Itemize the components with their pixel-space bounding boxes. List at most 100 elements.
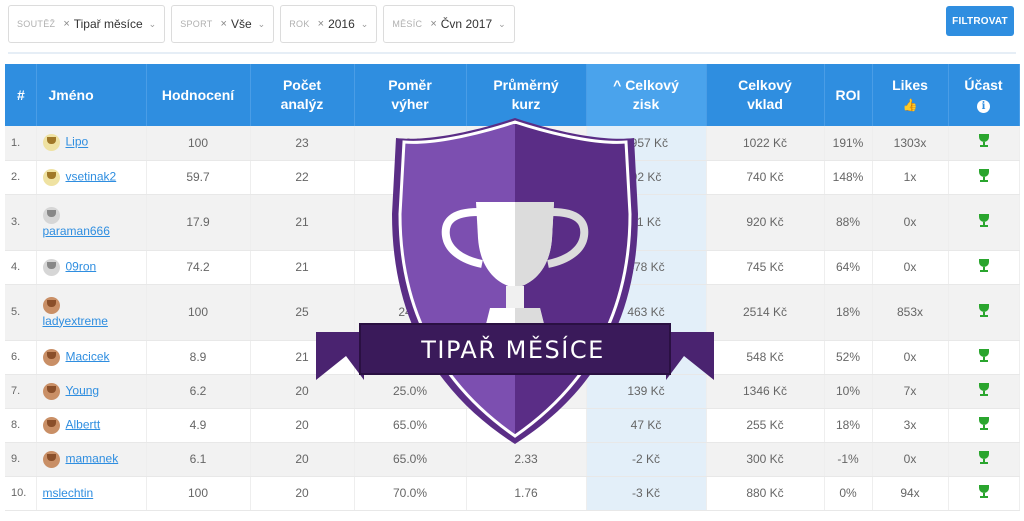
col-label: Likes [892,76,928,93]
col-participation[interactable]: Účast i [948,64,1020,126]
filter-year[interactable]: ROK × 2016 ⌄ [280,5,378,43]
trophy-icon[interactable] [977,416,991,431]
col-avg-odds[interactable]: Průměrný kurz [466,64,587,126]
trophy-icon[interactable] [977,450,991,465]
filter-button[interactable]: FILTROVAT [946,6,1014,36]
cell-deposit: 920 Kč [706,194,825,251]
cell-count: 21 [250,194,355,251]
user-link[interactable]: vsetinak2 [65,169,117,184]
cell-count: 20 [250,476,355,511]
rank-medal-icon [42,206,60,224]
info-icon[interactable]: i [977,100,990,113]
cell-participation [948,340,1020,375]
cell-ratio: 70.0% [354,476,467,511]
rank-medal-icon [42,134,60,152]
filter-value: Čvn 2017 [440,17,493,31]
cell-rating: 74.2 [146,250,251,285]
cell-rank: 4. [5,250,37,285]
cell-name: ladyextreme [36,284,147,341]
cell-count: 22 [250,160,355,195]
user-link[interactable]: Young [65,383,100,398]
cell-avg-odds: 1.76 [466,476,587,511]
user-link[interactable]: ladyextreme [42,313,108,328]
chevron-down-icon[interactable]: ⌄ [360,18,369,29]
cell-roi: 52% [824,340,873,375]
filter-value: Tipař měsíce [73,17,143,31]
col-label: Poměr [388,77,432,93]
col-roi[interactable]: ROI [824,64,873,126]
table-row: 8. Albertt 4.9 20 65.0% 47 Kč 255 Kč 18%… [5,408,1020,443]
cell-rating: 100 [146,284,251,341]
cell-likes: 0x [872,340,949,375]
col-likes[interactable]: Likes 👍 [872,64,949,126]
filter-sport[interactable]: SPORT × Vše ⌄ [171,5,275,43]
clear-icon[interactable]: × [317,18,325,30]
col-name[interactable]: Jméno [36,64,147,126]
cell-rank: 9. [5,442,37,477]
user-link[interactable]: 09ron [65,259,97,274]
rank-medal-icon [42,382,60,400]
ribbon-tail-left [316,332,364,380]
col-label: kurz [511,96,541,112]
cell-deposit: 1022 Kč [706,126,825,161]
trophy-icon[interactable] [977,382,991,397]
clear-icon[interactable]: × [63,18,70,30]
trophy-icon[interactable] [977,258,991,273]
cell-participation [948,194,1020,251]
user-link[interactable]: paraman666 [42,223,110,238]
col-deposit[interactable]: Celkový vklad [706,64,825,126]
filter-competition[interactable]: SOUTĚŽ × Tipař měsíce ⌄ [8,5,166,43]
filter-value: Vše [230,17,252,31]
cell-name: Albertt [36,408,147,443]
filter-label: SOUTĚŽ [17,19,56,29]
cell-rating: 6.1 [146,442,251,477]
cell-profit: 47 Kč [586,408,707,443]
trophy-icon[interactable] [977,134,991,148]
col-rank[interactable]: # [5,64,37,126]
filter-month[interactable]: MĚSÍC × Čvn 2017 ⌄ [383,5,515,43]
ribbon-tail-right [666,332,714,380]
cell-participation [948,374,1020,409]
rank-medal-icon [42,168,60,186]
rank-medal-icon [42,296,60,314]
clear-icon[interactable]: × [430,18,437,30]
rank-medal-icon [42,258,60,276]
col-label: analýz [280,96,324,112]
cell-likes: 7x [872,374,949,409]
cell-count: 23 [250,126,355,161]
cell-rating: 59.7 [146,160,251,195]
cell-participation [948,250,1020,285]
col-rating[interactable]: Hodnocení [146,64,251,126]
cell-likes: 0x [872,442,949,477]
user-link[interactable]: Macicek [65,349,110,364]
col-count[interactable]: Počet analýz [250,64,355,126]
cell-participation [948,442,1020,477]
user-link[interactable]: Albertt [65,417,101,432]
col-label: Počet [282,77,322,93]
cell-count: 20 [250,374,355,409]
cell-name: paraman666 [36,194,147,251]
chevron-down-icon[interactable]: ⌄ [498,18,506,29]
cell-profit: -3 Kč [586,476,707,511]
trophy-icon[interactable] [977,303,991,318]
col-label: Celkový [738,77,792,93]
trophy-icon[interactable] [977,484,991,499]
col-ratio[interactable]: Poměr výher [354,64,467,126]
cell-likes: 0x [872,250,949,285]
chevron-down-icon[interactable]: ⌄ [257,18,266,29]
user-link[interactable]: mslechtin [42,486,94,500]
cell-rank: 6. [5,340,37,375]
clear-icon[interactable]: × [220,18,227,30]
cell-roi: 64% [824,250,873,285]
rank-medal-icon [42,450,60,468]
user-link[interactable]: mamanek [65,451,119,466]
trophy-icon[interactable] [977,168,991,183]
trophy-icon[interactable] [977,213,991,228]
chevron-down-icon[interactable]: ⌄ [148,18,157,29]
cell-name: Young [36,374,147,409]
cell-count: 21 [250,250,355,285]
user-link[interactable]: Lipo [65,134,89,149]
trophy-icon[interactable] [977,348,991,363]
cell-roi: 191% [824,126,873,161]
col-profit[interactable]: ^ Celkový zisk [586,64,707,126]
